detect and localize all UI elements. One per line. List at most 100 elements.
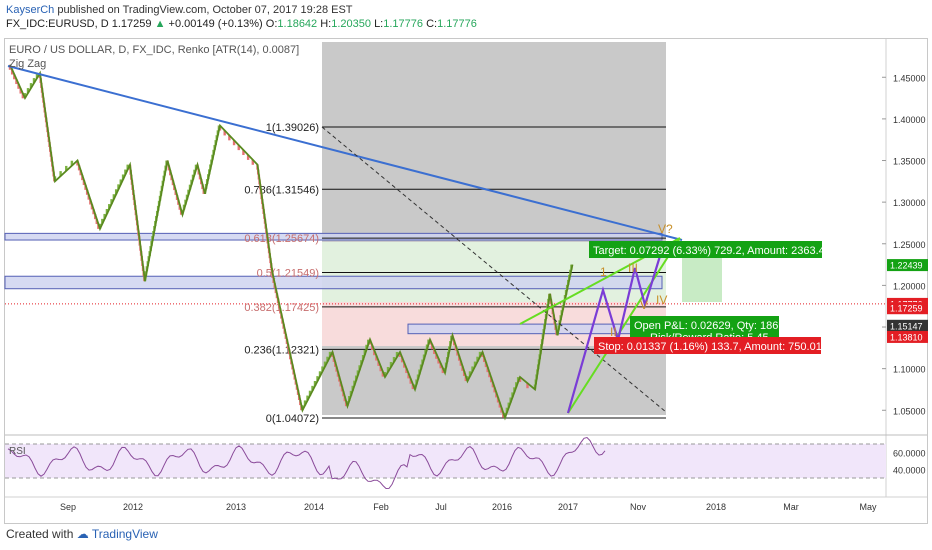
up-brick <box>471 366 474 372</box>
price-tag-label: 1.17259 <box>890 304 923 314</box>
up-brick <box>478 351 482 357</box>
up-brick <box>114 189 118 195</box>
publish-info: KayserCh published on TradingView.com, O… <box>6 4 353 16</box>
zigzag-line <box>9 64 574 421</box>
up-brick <box>328 351 332 357</box>
up-brick <box>313 380 317 386</box>
up-brick <box>70 160 74 166</box>
up-brick <box>108 204 111 210</box>
down-brick <box>251 159 255 165</box>
y-tick-label: 1.05000 <box>893 406 926 416</box>
price-tag-label: 1.22439 <box>890 261 923 271</box>
wedge-lower-line[interactable] <box>567 237 681 414</box>
price-tag-label: 1.15147 <box>890 321 923 331</box>
down-brick <box>437 358 440 364</box>
price-tag-box <box>887 302 928 315</box>
y-tick-label: 1.20000 <box>893 281 926 291</box>
published-text: published on TradingView.com, October 07… <box>57 4 353 16</box>
down-brick <box>15 79 18 85</box>
elliott-wave-pattern[interactable] <box>566 255 662 414</box>
down-brick <box>237 145 240 151</box>
up-brick <box>110 199 113 205</box>
x-tick-label: 2014 <box>304 502 324 512</box>
rsi-tick-label: 40.0000 <box>893 466 926 476</box>
rsi-tick-label: 60.0000 <box>893 449 926 459</box>
tradingview-brand[interactable]: TradingView <box>91 527 158 541</box>
wave-label-1: 1 <box>600 265 607 279</box>
price-tag-box <box>887 319 928 332</box>
up-brick <box>29 83 33 89</box>
down-brick <box>435 353 438 359</box>
up-brick <box>321 366 324 372</box>
up-brick <box>468 371 472 377</box>
fib-zone-background <box>322 42 666 415</box>
publisher-name[interactable]: KayserCh <box>6 4 55 16</box>
fib-label: 0.5(1.21549) <box>257 268 319 280</box>
x-tick-label: Feb <box>373 502 389 512</box>
y-tick-label: 1.45000 <box>893 73 926 83</box>
wave-label-v: V <box>640 298 648 312</box>
low-value: 1.17776 <box>383 18 424 30</box>
wave-label-iv: IV <box>656 293 667 307</box>
up-brick <box>395 351 399 357</box>
resistance-band[interactable] <box>4 275 663 290</box>
descending-trendline[interactable] <box>7 65 683 241</box>
up-brick <box>126 164 129 170</box>
close-label: C: <box>426 18 438 30</box>
low-label: L: <box>374 18 384 30</box>
down-brick <box>409 378 412 384</box>
down-brick <box>433 349 436 355</box>
up-brick <box>476 356 479 362</box>
open-label: O: <box>265 18 278 30</box>
up-brick <box>112 194 116 200</box>
up-brick <box>26 88 30 94</box>
price-tag-box <box>887 330 928 343</box>
up-brick <box>101 218 104 224</box>
up-brick <box>473 361 477 367</box>
fib-label: 0.786(1.31546) <box>244 184 319 196</box>
down-brick <box>228 135 231 141</box>
stop-label: Stop: 0.01337 (1.16%) 133.7, Amount: 750… <box>598 341 822 353</box>
x-tick-label: Jul <box>435 502 447 512</box>
price-axis[interactable]: 1.45000 1.40000 1.35000 1.30000 1.25000 1.200… <box>882 73 926 416</box>
change-up-icon: ▲ <box>154 18 166 30</box>
x-tick-label: 2013 <box>226 502 246 512</box>
price-tag-box <box>887 259 928 272</box>
rsi-indicator-label[interactable]: RSI <box>9 446 26 457</box>
up-brick <box>23 93 27 99</box>
fib-label: 0.236(1.12321) <box>244 344 319 356</box>
open-pl-label: Open P&L: 0.02629, Qty: 18698 <box>634 320 791 332</box>
down-brick <box>19 88 22 94</box>
close-value: 1.17776 <box>437 18 477 30</box>
target-label: Target: 0.07292 (6.33%) 729.2, Amount: 2… <box>593 245 831 257</box>
footer: Created with ☁ TradingView <box>6 527 158 541</box>
time-axis[interactable]: Sep 2012 2013 2014 Feb Jul 2016 2017 Nov 2018 Mar M… <box>60 502 877 512</box>
wave-label-v-question: V? <box>658 222 673 236</box>
x-tick-label: Sep <box>60 502 76 512</box>
down-brick <box>379 366 382 372</box>
y-tick-label: 1.30000 <box>893 198 926 208</box>
up-brick <box>311 385 314 391</box>
up-brick <box>389 361 393 367</box>
up-brick <box>318 371 322 377</box>
up-brick <box>316 376 319 382</box>
up-brick <box>308 390 312 396</box>
down-brick <box>411 384 415 390</box>
zigzag-path[interactable] <box>9 64 574 421</box>
up-brick <box>65 165 68 171</box>
up-brick <box>326 356 329 362</box>
rsi-band <box>5 444 886 478</box>
down-brick <box>439 363 442 369</box>
up-brick <box>124 169 127 175</box>
up-brick <box>383 371 387 377</box>
high-label: H: <box>320 18 332 30</box>
zigzag-indicator-label[interactable]: Zig Zag <box>9 58 47 70</box>
last-price: 1.17259 <box>111 18 152 30</box>
dashed-projection-line[interactable] <box>321 126 667 413</box>
symbol-label: FX_IDC:EURUSD, D <box>6 18 109 30</box>
created-with-text: Created with <box>6 527 74 541</box>
down-brick <box>441 368 445 374</box>
up-brick <box>392 356 396 362</box>
resistance-band[interactable] <box>4 232 663 241</box>
